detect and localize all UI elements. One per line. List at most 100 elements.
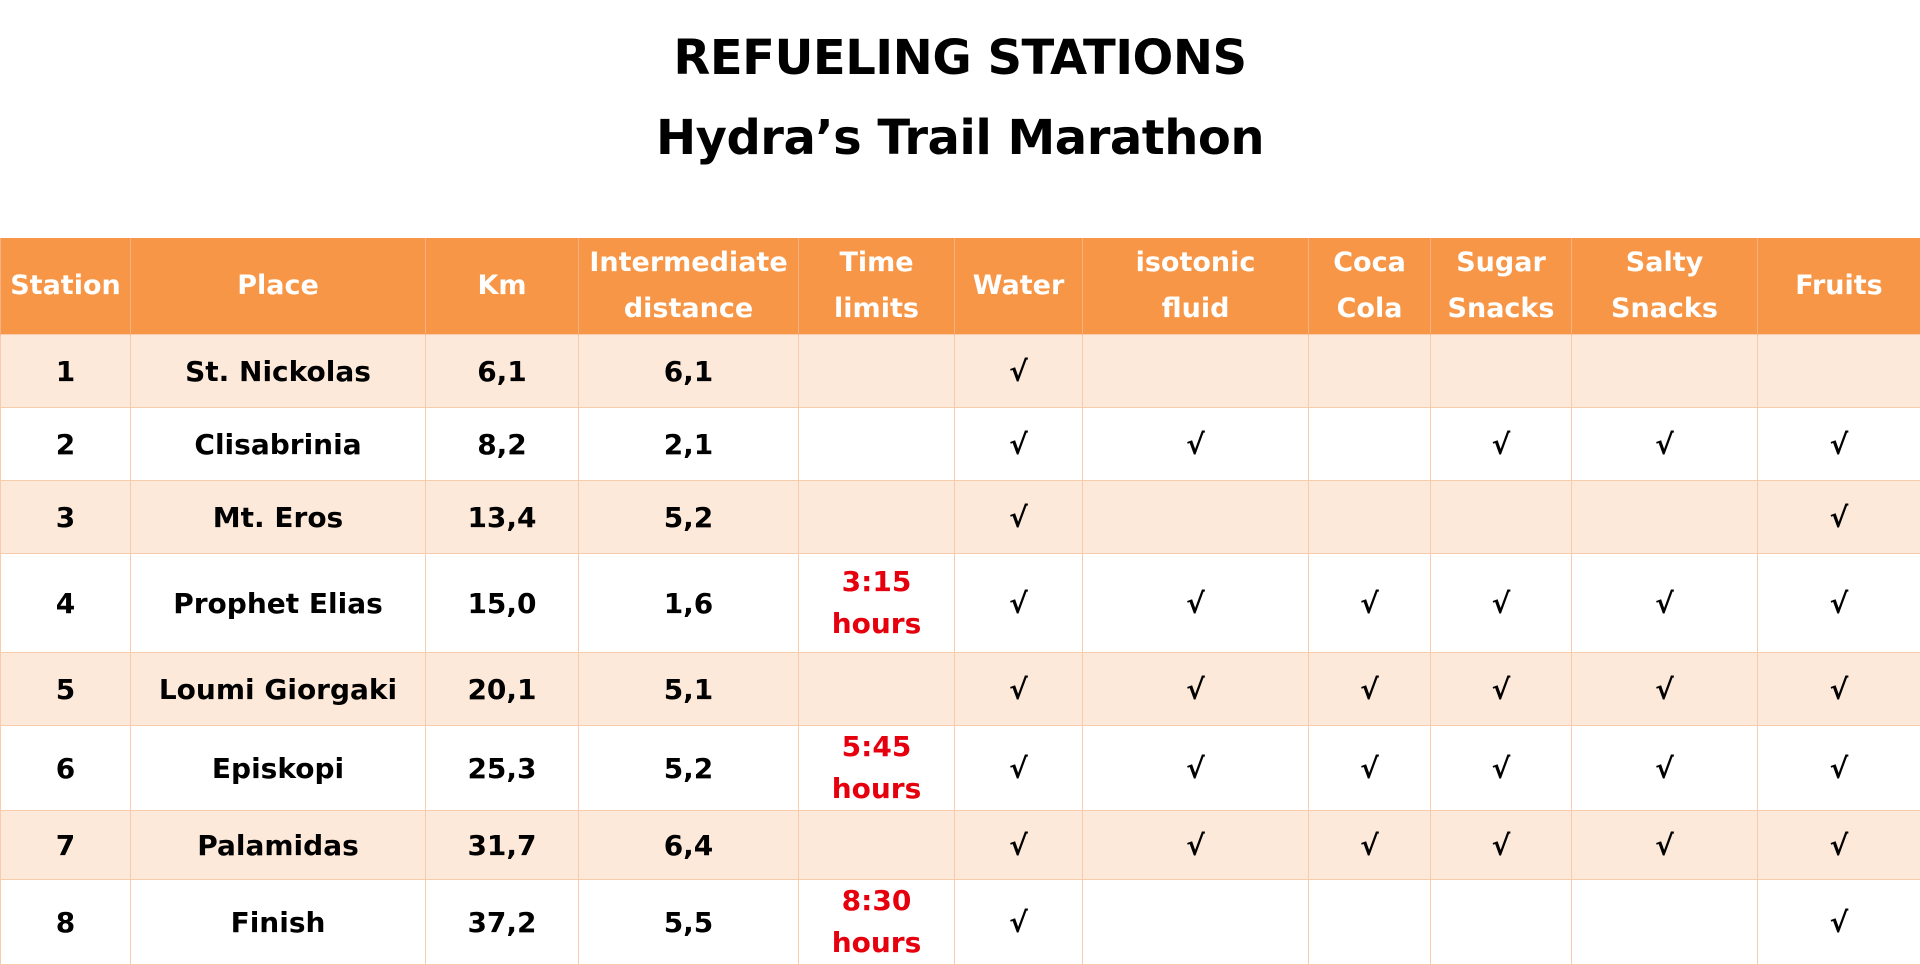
document-subtitle: Hydra’s Trail Marathon: [0, 98, 1920, 178]
salty-snacks-cell: [1572, 335, 1758, 408]
fruits-cell: √: [1758, 726, 1920, 811]
place-cell: Palamidas: [131, 811, 426, 880]
column-header-salty-snacks: Salty Snacks: [1572, 238, 1758, 335]
place-cell: Episkopi: [131, 726, 426, 811]
sugar-snacks-cell: √: [1431, 653, 1572, 726]
station-cell: 4: [1, 554, 131, 653]
sugar-snacks-cell: √: [1431, 811, 1572, 880]
time-limit-cell: [799, 811, 955, 880]
fruits-cell: √: [1758, 811, 1920, 880]
time-limit-cell: 8:30 hours: [799, 880, 955, 965]
column-header-water: Water: [955, 238, 1083, 335]
coca-cola-cell: √: [1309, 726, 1431, 811]
coca-cola-cell: √: [1309, 653, 1431, 726]
station-cell: 5: [1, 653, 131, 726]
km-cell: 13,4: [426, 481, 579, 554]
refueling-stations-table: Station Place Km Intermediate distance T…: [0, 238, 1920, 965]
column-header-sugar-snacks: Sugar Snacks: [1431, 238, 1572, 335]
sugar-snacks-cell: [1431, 880, 1572, 965]
station-cell: 7: [1, 811, 131, 880]
water-cell: √: [955, 335, 1083, 408]
salty-snacks-cell: √: [1572, 726, 1758, 811]
place-cell: Mt. Eros: [131, 481, 426, 554]
title-block: REFUELING STATIONS Hydra’s Trail Maratho…: [0, 18, 1920, 178]
table-row: 2 Clisabrinia 8,2 2,1 √ √ √ √ √: [1, 408, 1920, 481]
isotonic-fluid-cell: √: [1083, 653, 1309, 726]
sugar-snacks-cell: √: [1431, 408, 1572, 481]
coca-cola-cell: [1309, 335, 1431, 408]
time-limit-cell: 3:15 hours: [799, 554, 955, 653]
isotonic-fluid-cell: √: [1083, 554, 1309, 653]
column-header-fruits: Fruits: [1758, 238, 1920, 335]
km-cell: 20,1: [426, 653, 579, 726]
km-cell: 8,2: [426, 408, 579, 481]
table-row: 7 Palamidas 31,7 6,4 √ √ √ √ √ √: [1, 811, 1920, 880]
isotonic-fluid-cell: [1083, 880, 1309, 965]
document-title: REFUELING STATIONS: [0, 18, 1920, 98]
table-row: 8 Finish 37,2 5,5 8:30 hours √ √: [1, 880, 1920, 965]
isotonic-fluid-cell: [1083, 335, 1309, 408]
salty-snacks-cell: [1572, 880, 1758, 965]
intermediate-distance-cell: 6,4: [579, 811, 799, 880]
sugar-snacks-cell: [1431, 335, 1572, 408]
sugar-snacks-cell: √: [1431, 726, 1572, 811]
intermediate-distance-cell: 2,1: [579, 408, 799, 481]
intermediate-distance-cell: 5,2: [579, 726, 799, 811]
fruits-cell: √: [1758, 880, 1920, 965]
station-cell: 3: [1, 481, 131, 554]
intermediate-distance-cell: 5,1: [579, 653, 799, 726]
coca-cola-cell: [1309, 408, 1431, 481]
isotonic-fluid-cell: √: [1083, 726, 1309, 811]
table-row: 4 Prophet Elias 15,0 1,6 3:15 hours √ √ …: [1, 554, 1920, 653]
salty-snacks-cell: √: [1572, 653, 1758, 726]
intermediate-distance-cell: 6,1: [579, 335, 799, 408]
time-limit-cell: [799, 335, 955, 408]
coca-cola-cell: [1309, 481, 1431, 554]
sugar-snacks-cell: [1431, 481, 1572, 554]
station-cell: 8: [1, 880, 131, 965]
water-cell: √: [955, 726, 1083, 811]
water-cell: √: [955, 408, 1083, 481]
fruits-cell: √: [1758, 408, 1920, 481]
coca-cola-cell: √: [1309, 554, 1431, 653]
salty-snacks-cell: [1572, 481, 1758, 554]
km-cell: 31,7: [426, 811, 579, 880]
place-cell: Clisabrinia: [131, 408, 426, 481]
time-limit-cell: 5:45 hours: [799, 726, 955, 811]
table-row: 5 Loumi Giorgaki 20,1 5,1 √ √ √ √ √ √: [1, 653, 1920, 726]
column-header-coca-cola: Coca Cola: [1309, 238, 1431, 335]
sugar-snacks-cell: √: [1431, 554, 1572, 653]
station-cell: 6: [1, 726, 131, 811]
table-row: 1 St. Nickolas 6,1 6,1 √: [1, 335, 1920, 408]
place-cell: Loumi Giorgaki: [131, 653, 426, 726]
intermediate-distance-cell: 5,5: [579, 880, 799, 965]
water-cell: √: [955, 653, 1083, 726]
water-cell: √: [955, 811, 1083, 880]
salty-snacks-cell: √: [1572, 811, 1758, 880]
intermediate-distance-cell: 1,6: [579, 554, 799, 653]
salty-snacks-cell: √: [1572, 554, 1758, 653]
km-cell: 25,3: [426, 726, 579, 811]
km-cell: 6,1: [426, 335, 579, 408]
place-cell: Prophet Elias: [131, 554, 426, 653]
coca-cola-cell: √: [1309, 811, 1431, 880]
column-header-isotonic-fluid: isotonic fluid: [1083, 238, 1309, 335]
isotonic-fluid-cell: √: [1083, 811, 1309, 880]
table-header-row: Station Place Km Intermediate distance T…: [1, 238, 1920, 335]
km-cell: 37,2: [426, 880, 579, 965]
column-header-km: Km: [426, 238, 579, 335]
station-cell: 1: [1, 335, 131, 408]
fruits-cell: √: [1758, 554, 1920, 653]
column-header-time-limits: Time limits: [799, 238, 955, 335]
table-row: 3 Mt. Eros 13,4 5,2 √ √: [1, 481, 1920, 554]
intermediate-distance-cell: 5,2: [579, 481, 799, 554]
isotonic-fluid-cell: [1083, 481, 1309, 554]
place-cell: Finish: [131, 880, 426, 965]
fruits-cell: √: [1758, 481, 1920, 554]
km-cell: 15,0: [426, 554, 579, 653]
column-header-station: Station: [1, 238, 131, 335]
column-header-place: Place: [131, 238, 426, 335]
station-cell: 2: [1, 408, 131, 481]
time-limit-cell: [799, 408, 955, 481]
coca-cola-cell: [1309, 880, 1431, 965]
